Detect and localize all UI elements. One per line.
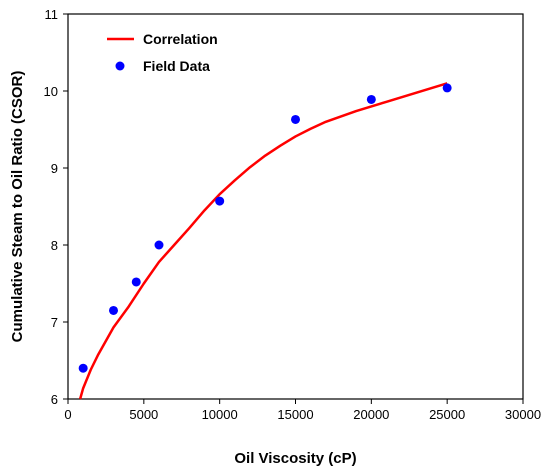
y-tick-label: 7	[51, 315, 58, 330]
y-tick-label: 10	[44, 84, 58, 99]
legend: Correlation Field Data	[107, 31, 218, 74]
y-tick-label: 8	[51, 238, 58, 253]
x-tick-label: 25000	[429, 407, 465, 422]
x-tick-label: 30000	[505, 407, 541, 422]
field-data-point	[442, 83, 452, 93]
x-tick-label: 5000	[129, 407, 158, 422]
series-layer	[78, 82, 452, 400]
y-axis-title: Cumulative Steam to Oil Ratio (CSOR)	[9, 71, 26, 343]
legend-correlation-label: Correlation	[143, 31, 218, 47]
y-tick-label: 6	[51, 392, 58, 407]
plot-area	[67, 13, 524, 400]
legend-field-data-swatch	[115, 61, 125, 71]
plot-border	[67, 13, 524, 400]
field-data-point	[109, 305, 118, 315]
x-axis: 0 5000 10000 15000 20000 25000 30000	[64, 399, 541, 422]
y-tick-label: 11	[45, 7, 59, 22]
x-tick-label: 10000	[202, 407, 238, 422]
x-tick-label: 0	[64, 407, 71, 422]
legend-field-data-label: Field Data	[143, 58, 210, 74]
field-data-point	[215, 196, 225, 206]
x-axis-title: Oil Viscosity (cP)	[234, 450, 356, 467]
field-data-point	[291, 114, 300, 124]
field-data-point	[154, 240, 164, 250]
correlation-line	[78, 82, 448, 400]
y-tick-label: 9	[51, 161, 58, 176]
x-tick-label: 20000	[353, 407, 389, 422]
y-axis: 6 7 8 9 10 11	[44, 7, 68, 407]
field-data-point	[366, 94, 376, 104]
field-data-point	[78, 363, 88, 373]
x-tick-label: 15000	[277, 407, 313, 422]
field-data-point	[131, 277, 141, 287]
